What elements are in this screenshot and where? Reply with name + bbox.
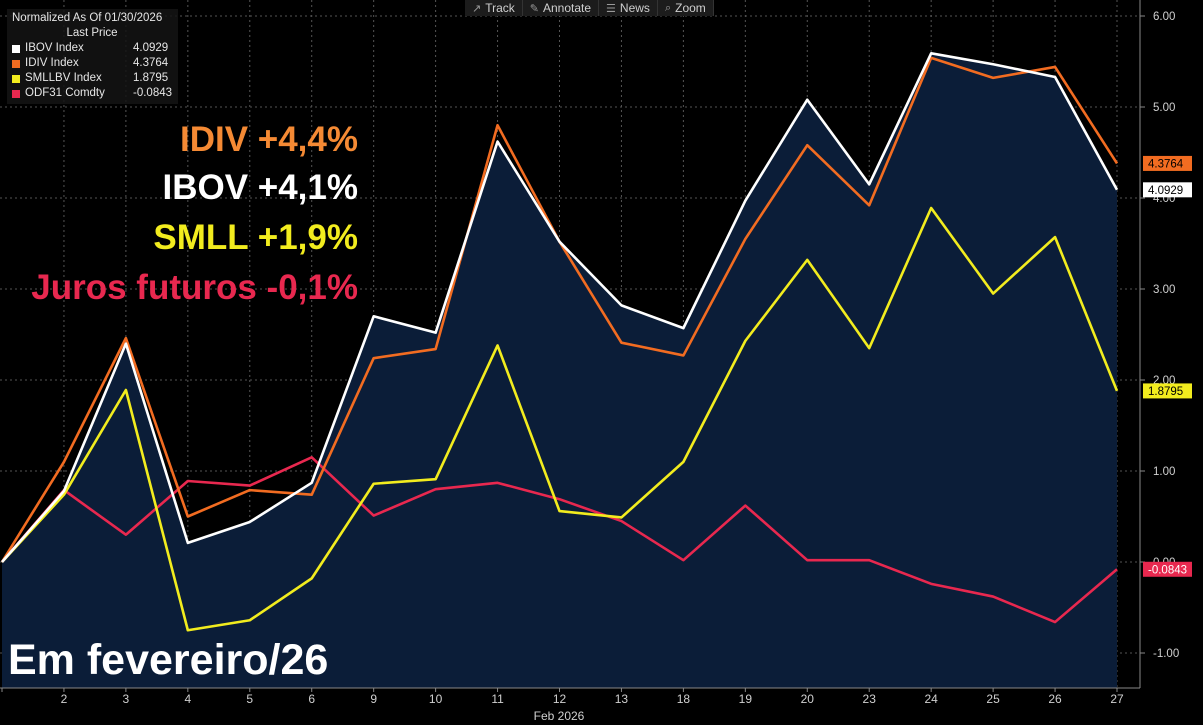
news-button[interactable]: ☰ News [599, 0, 658, 16]
legend-swatch [12, 44, 20, 53]
legend-swatch [12, 89, 20, 98]
annotate-button[interactable]: ✎ Annotate [523, 0, 600, 16]
x-tick-label: 12 [553, 692, 567, 706]
x-axis-label: Feb 2026 [534, 709, 585, 723]
series-line-odf31 [1, 456, 1118, 624]
legend-swatch [12, 59, 20, 68]
x-tick-label: 5 [246, 692, 253, 706]
ibov-area-fill [2, 53, 1117, 689]
annotation-ibov: IBOV +4,1% [162, 168, 358, 207]
last-label-odf31: -0.0843 [1143, 561, 1192, 577]
x-tick-label: 25 [986, 692, 1000, 706]
x-tick-label: 4 [184, 692, 191, 706]
legend-entry-name: IBOV Index [25, 42, 84, 54]
x-tick-label: 23 [863, 692, 877, 706]
pencil-icon: ✎ [529, 2, 539, 15]
x-tick-label: 9 [370, 692, 377, 706]
last-label-text: 1.8795 [1148, 386, 1183, 398]
chart-legend: Normalized As Of 01/30/2026 Last Price I… [7, 9, 179, 104]
y-tick-label: 6.00 [1153, 11, 1175, 23]
annotation-smll: SMLL +1,9% [153, 218, 358, 257]
legend-entry-ibov[interactable]: IBOV Index 4.0929 [12, 41, 172, 56]
x-tick-label: 13 [615, 692, 629, 706]
last-label-idiv: 4.3764 [1143, 155, 1192, 171]
last-label-box [1143, 561, 1192, 577]
legend-swatch [12, 74, 20, 83]
x-tick-label: 3 [123, 692, 130, 706]
legend-header: Normalized As Of 01/30/2026 [12, 12, 163, 24]
x-tick-label: 18 [677, 692, 691, 706]
last-label-box [1143, 155, 1192, 171]
last-label-ibov: 4.0929 [1143, 182, 1192, 198]
track-button[interactable]: ↗ Track [465, 0, 523, 16]
legend-entry-value: 1.8795 [133, 72, 169, 84]
track-icon: ↗ [472, 2, 482, 15]
series-line-smll [1, 206, 1119, 632]
series-lines [0, 52, 1119, 632]
legend-entry-name: IDIV Index [25, 57, 79, 69]
annotation-juros: Juros futuros -0,1% [31, 268, 358, 307]
chart-toolbar: ↗ Track ✎ Annotate ☰ News ⌕ Zoom [465, 0, 714, 16]
y-tick-label: 5.00 [1153, 102, 1175, 114]
x-tick-label: 11 [491, 692, 504, 706]
last-label-box [1143, 383, 1192, 399]
legend-entry-value: 4.0929 [133, 42, 169, 54]
legend-entry-smll[interactable]: SMLLBV Index 1.8795 [12, 71, 172, 86]
legend-entry-idiv[interactable]: IDIV Index 4.3764 [12, 56, 172, 71]
news-icon: ☰ [606, 2, 616, 15]
x-tick-label: 6 [308, 692, 315, 706]
last-label-text: 4.3764 [1148, 158, 1184, 170]
series-line-ibov [1, 52, 1119, 563]
last-label-text: 4.0929 [1148, 185, 1183, 197]
last-label-text: -0.0843 [1148, 564, 1187, 576]
x-tick-label: 27 [1110, 692, 1124, 706]
legend-entry-odf31[interactable]: ODF31 Comdty -0.0843 [12, 86, 172, 101]
footer-caption: Em fevereiro/26 [8, 636, 329, 684]
last-label-smll: 1.8795 [1143, 383, 1192, 399]
legend-entry-value: 4.3764 [133, 57, 169, 69]
legend-subheader: Last Price [66, 27, 118, 39]
x-tick-label: 19 [739, 692, 753, 706]
legend-entry-name: SMLLBV Index [25, 72, 102, 84]
annotation-idiv: IDIV +4,4% [179, 120, 358, 159]
legend-entry-name: ODF31 Comdty [25, 87, 105, 99]
last-label-box [1143, 182, 1192, 198]
legend-entry-value: -0.0843 [133, 87, 173, 99]
x-tick-label: 26 [1048, 692, 1062, 706]
magnifier-icon: ⌕ [664, 1, 672, 14]
y-tick-label: 3.00 [1153, 284, 1175, 296]
last-value-labels: 4.0929 4.3764 1.8795 -0.0843 [1143, 155, 1192, 577]
y-tick-label: -1.00 [1153, 648, 1179, 660]
x-tick-label: 2 [61, 692, 68, 706]
x-tick-label: 10 [429, 692, 443, 706]
x-tick-label: 20 [801, 692, 815, 706]
x-tick-label: 24 [924, 692, 938, 706]
y-tick-label: 1.00 [1153, 466, 1175, 478]
zoom-button[interactable]: ⌕ Zoom [658, 0, 714, 16]
